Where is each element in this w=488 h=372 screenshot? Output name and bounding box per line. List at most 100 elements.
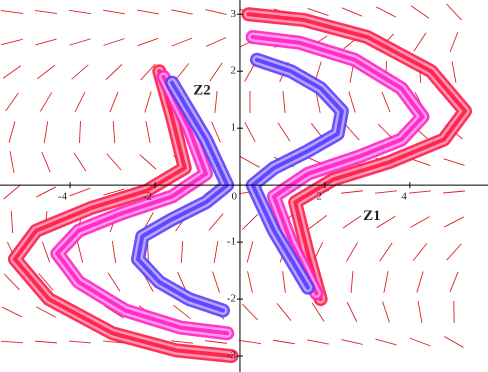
field-arrow bbox=[410, 216, 430, 228]
field-arrow bbox=[171, 9, 193, 15]
trajectory bbox=[136, 80, 230, 313]
field-arrow bbox=[350, 271, 354, 293]
field-arrow bbox=[413, 32, 427, 52]
field-arrow bbox=[240, 156, 260, 168]
field-arrow bbox=[307, 339, 329, 345]
field-arrow bbox=[104, 305, 124, 319]
field-arrow bbox=[140, 63, 156, 81]
y-tick-label: -2 bbox=[227, 293, 236, 305]
field-arrow bbox=[416, 271, 424, 293]
field-arrow bbox=[211, 121, 221, 143]
field-arrow bbox=[308, 214, 328, 230]
field-arrow bbox=[344, 123, 360, 141]
field-arrow bbox=[69, 38, 91, 46]
field-arrow bbox=[212, 271, 220, 293]
field-arrow bbox=[247, 271, 253, 293]
field-arrow bbox=[35, 9, 57, 15]
field-arrow bbox=[73, 152, 87, 172]
field-arrow bbox=[36, 306, 56, 318]
field-arrow bbox=[409, 190, 431, 194]
field-arrow bbox=[244, 122, 256, 142]
field-arrow bbox=[376, 215, 396, 229]
field-arrow bbox=[444, 336, 464, 348]
field-arrow bbox=[103, 38, 125, 46]
field-arrow bbox=[342, 215, 362, 229]
field-arrow bbox=[383, 271, 389, 293]
field-arrow bbox=[409, 337, 431, 347]
field-arrow bbox=[36, 186, 56, 198]
field-arrow bbox=[103, 9, 125, 15]
x-tick-label: 0 bbox=[231, 191, 237, 203]
field-arrow bbox=[0, 340, 24, 344]
field-arrow bbox=[451, 61, 457, 83]
field-arrow bbox=[171, 37, 193, 47]
field-arrow bbox=[282, 91, 286, 113]
field-arrow bbox=[444, 216, 464, 228]
field-arrow bbox=[8, 121, 16, 143]
field-arrow bbox=[277, 122, 291, 142]
field-arrow bbox=[69, 187, 91, 197]
y-tick-label: 1 bbox=[230, 122, 236, 134]
field-arrow bbox=[39, 92, 53, 112]
field-arrow bbox=[208, 213, 224, 231]
field-arrow bbox=[106, 153, 122, 171]
field-arrow bbox=[341, 190, 363, 194]
field-arrow bbox=[41, 241, 51, 263]
field-arrow bbox=[107, 272, 121, 292]
field-arrow bbox=[382, 301, 390, 323]
field-arrow bbox=[273, 339, 295, 345]
field-arrow bbox=[375, 338, 397, 346]
field-arrow bbox=[341, 7, 363, 17]
field-arrow bbox=[381, 91, 391, 113]
field-arrow bbox=[144, 91, 152, 113]
y-tick-label: -1 bbox=[227, 236, 236, 248]
field-arrow bbox=[1, 10, 23, 14]
field-arrow bbox=[145, 121, 151, 143]
field-arrow bbox=[346, 301, 358, 323]
field-arrow bbox=[449, 271, 459, 293]
field-arrow bbox=[69, 9, 91, 15]
field-arrow bbox=[443, 190, 465, 194]
field-arrow bbox=[2, 65, 22, 79]
field-arrow bbox=[112, 120, 116, 144]
field-arrow bbox=[315, 91, 321, 113]
trajectory bbox=[55, 74, 230, 336]
field-arrow bbox=[375, 190, 397, 194]
field-arrow bbox=[205, 340, 227, 344]
field-arrow bbox=[446, 3, 462, 21]
field-arrow bbox=[79, 120, 81, 144]
annotation: Z1 bbox=[363, 208, 381, 224]
field-arrow bbox=[111, 241, 117, 263]
field-arrow bbox=[41, 151, 51, 173]
field-arrow bbox=[449, 31, 459, 53]
field-arrow bbox=[173, 304, 191, 320]
field-arrow bbox=[137, 9, 159, 15]
field-arrow bbox=[410, 5, 430, 19]
trajectory bbox=[246, 12, 468, 302]
field-arrow bbox=[239, 340, 261, 344]
field-arrow bbox=[139, 154, 157, 170]
field-arrow bbox=[348, 91, 356, 113]
field-arrow bbox=[35, 38, 57, 46]
field-arrow bbox=[69, 340, 91, 344]
field-arrow bbox=[109, 91, 119, 113]
field-arrow bbox=[376, 6, 396, 18]
field-arrow bbox=[1, 38, 23, 46]
field-arrow bbox=[5, 92, 19, 112]
field-arrow bbox=[446, 243, 462, 261]
field-arrow bbox=[241, 213, 259, 231]
field-arrow bbox=[214, 91, 218, 113]
field-arrow bbox=[282, 271, 286, 293]
annotation: Z2 bbox=[193, 83, 211, 99]
y-tick-label: -3 bbox=[227, 350, 237, 362]
field-arrow bbox=[417, 301, 423, 323]
field-arrow bbox=[412, 243, 428, 261]
field-arrow bbox=[1, 306, 23, 318]
field-arrow bbox=[9, 151, 15, 173]
field-arrow bbox=[276, 303, 292, 321]
field-arrow bbox=[443, 158, 465, 166]
field-arrow bbox=[43, 121, 49, 143]
field-arrow bbox=[180, 240, 184, 264]
field-arrow bbox=[174, 63, 190, 81]
